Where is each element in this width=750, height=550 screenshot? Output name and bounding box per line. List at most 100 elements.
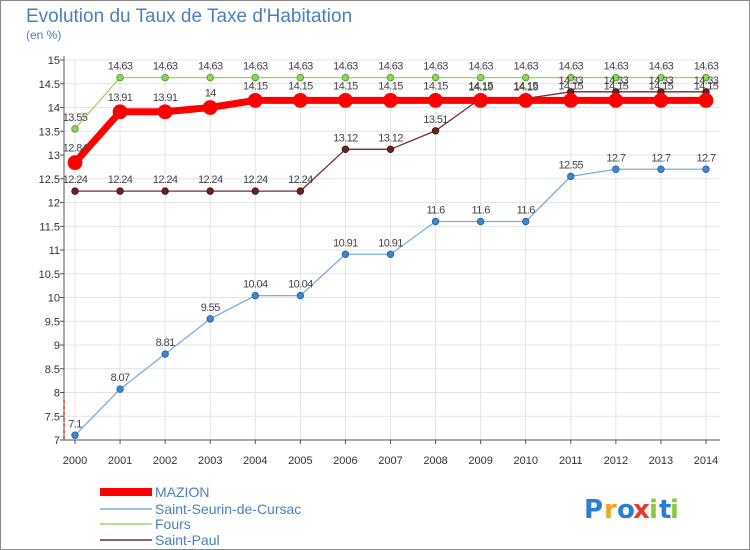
data-point xyxy=(112,104,128,120)
data-point xyxy=(161,350,169,358)
x-tick-label: 2002 xyxy=(153,455,177,467)
data-point xyxy=(161,187,169,195)
legend-label: Saint-Seurin-de-Cursac xyxy=(155,501,301,517)
data-point xyxy=(67,155,83,171)
y-tick-label: 10.5 xyxy=(39,269,60,281)
data-label: 14.63 xyxy=(649,61,674,73)
data-label: 12.24 xyxy=(243,174,268,186)
data-label: 10.91 xyxy=(378,237,403,249)
data-point xyxy=(251,187,259,195)
y-tick-label: 9.5 xyxy=(45,316,60,328)
data-point xyxy=(653,92,669,108)
data-label: 7.1 xyxy=(68,418,82,430)
y-tick-label: 12 xyxy=(48,198,60,210)
data-label: 14.63 xyxy=(153,61,178,73)
data-label: 14.19 xyxy=(468,81,493,93)
data-point xyxy=(206,315,214,323)
x-tick-label: 2008 xyxy=(423,455,447,467)
legend-label: Fours xyxy=(155,516,191,532)
x-tick-label: 2007 xyxy=(378,455,402,467)
data-point xyxy=(386,250,395,258)
y-tick-label: 8.5 xyxy=(45,364,60,376)
chart-title: Evolution du Taux de Taxe d'Habitation xyxy=(26,6,353,27)
data-point xyxy=(296,73,305,82)
y-tick-label: 11.5 xyxy=(39,221,60,233)
y-tick-label: 9 xyxy=(54,340,60,352)
data-point xyxy=(702,165,710,173)
x-tick-label: 2005 xyxy=(288,455,312,467)
data-label: 14.63 xyxy=(198,61,223,73)
data-label: 11.6 xyxy=(517,205,536,217)
data-label: 14.15 xyxy=(243,80,268,92)
data-label: 10.91 xyxy=(333,237,358,249)
logo-letter: i xyxy=(649,495,658,525)
gridlines xyxy=(64,59,720,441)
data-point xyxy=(431,127,440,135)
logo-letter: o xyxy=(617,495,635,525)
data-point xyxy=(161,73,169,82)
data-label: 14.63 xyxy=(468,61,493,73)
data-point xyxy=(292,92,308,108)
data-point xyxy=(116,187,124,195)
y-tick-label: 13 xyxy=(48,150,60,162)
data-label: 14.15 xyxy=(649,80,674,92)
data-labels: 13.55 14.63 14.63 14.63 14.63 14.63 14.63 14.63… xyxy=(63,61,720,431)
data-label: 8.07 xyxy=(111,372,130,384)
data-point xyxy=(296,291,305,300)
x-tick-label: 2012 xyxy=(604,455,628,467)
data-label: 14 xyxy=(205,88,217,100)
axes: 7 7.5 8 8.5 9 9.5 10 10.5 11 11.5 12 12.5 13 13.5 14 14… xyxy=(39,55,720,467)
x-tick-label: 2001 xyxy=(108,455,132,467)
data-point xyxy=(206,187,214,195)
data-point xyxy=(251,291,259,300)
data-label: 12.55 xyxy=(559,159,584,171)
data-point xyxy=(473,92,489,108)
data-label: 12.24 xyxy=(198,174,223,186)
y-tick-label: 8 xyxy=(54,388,60,400)
data-label: 13.91 xyxy=(153,92,178,104)
y-tick-label: 14 xyxy=(48,103,60,115)
data-label: 11.6 xyxy=(426,205,445,217)
data-label: 12.24 xyxy=(63,174,88,186)
y-tick-label: 7 xyxy=(54,435,60,447)
data-point xyxy=(476,217,485,226)
data-point xyxy=(657,165,665,173)
data-label: 12.7 xyxy=(696,152,715,164)
data-label: 14.33 xyxy=(559,75,584,87)
data-label: 14.15 xyxy=(559,80,584,92)
data-label: 14.15 xyxy=(694,80,719,92)
data-label: 14.15 xyxy=(333,80,358,92)
data-label: 14.15 xyxy=(378,80,403,92)
data-point xyxy=(71,125,79,133)
chart-subtitle: (en %) xyxy=(26,28,62,42)
data-label: 14.63 xyxy=(604,61,629,73)
data-point xyxy=(567,172,575,181)
data-point xyxy=(522,217,530,226)
logo-letter: P xyxy=(584,495,603,525)
data-label: 10.04 xyxy=(288,279,313,291)
data-point xyxy=(206,73,214,82)
data-point xyxy=(338,92,353,108)
series-layer xyxy=(67,73,714,439)
data-label: 14.63 xyxy=(108,61,133,73)
y-tick-label: 12.5 xyxy=(39,174,60,186)
data-point xyxy=(296,187,305,195)
data-label: 14.19 xyxy=(513,81,538,93)
x-tick-label: 2014 xyxy=(694,455,718,467)
data-label: 14.33 xyxy=(694,75,719,87)
data-point xyxy=(518,92,534,108)
data-label: 14.15 xyxy=(604,80,629,92)
data-point xyxy=(431,73,440,82)
data-point xyxy=(157,104,173,120)
data-point xyxy=(71,187,79,195)
data-label: 13.51 xyxy=(423,114,448,126)
data-point xyxy=(251,73,259,82)
data-point xyxy=(202,100,218,115)
data-point xyxy=(116,385,124,393)
data-point xyxy=(702,73,710,82)
data-label: 14.63 xyxy=(513,61,538,73)
y-tick-label: 15 xyxy=(48,55,60,67)
data-point xyxy=(563,92,579,108)
data-label: 12.7 xyxy=(651,152,670,164)
